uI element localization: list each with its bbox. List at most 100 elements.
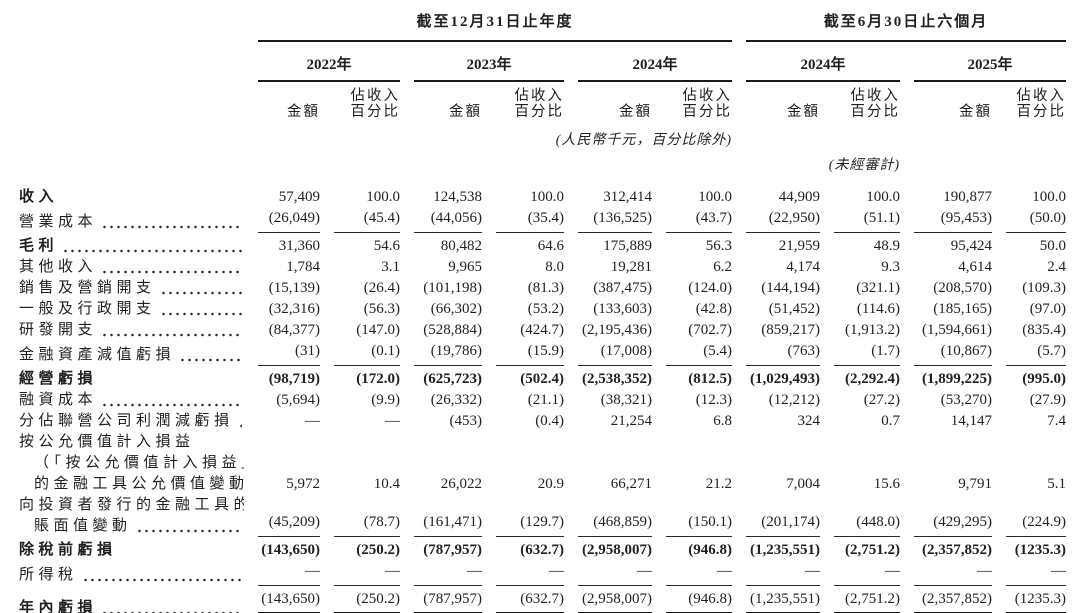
dot-leader <box>159 278 242 299</box>
row-label: 除稅前虧損 <box>14 537 244 561</box>
pct-header-line2: 百分比 <box>350 103 400 120</box>
amount-cell: (2,195,436) <box>582 322 652 338</box>
pct-header-line1: 佔收入 <box>350 88 400 104</box>
pct-header-line1: 佔收入 <box>850 88 901 104</box>
row-label-text: 毛利 <box>19 238 59 254</box>
percent-cell: (1.7) <box>834 341 901 366</box>
amount-cell: — <box>414 561 482 586</box>
amount-cell: 14,147 <box>950 413 993 429</box>
pct-header-line1: 佔收入 <box>1016 88 1067 104</box>
amount-cell: 44,909 <box>778 189 821 205</box>
amount-cell: (95,453) <box>914 208 993 233</box>
amount-cell: 324 <box>797 413 821 429</box>
percent-cell: 48.9 <box>873 238 901 254</box>
row-label-text: 融資成本 <box>19 392 98 408</box>
amount-cell: (387,475) <box>593 280 652 296</box>
pct-header-line2: 百分比 <box>514 103 564 120</box>
pct-header-line2: 百分比 <box>1016 103 1067 120</box>
currency-note: (人民幣千元，百分比除外) <box>555 133 733 148</box>
amount-cell: 21,254 <box>610 413 652 429</box>
table-row: 營業成本 (26,049) (45.4) (44,056) (35.4) (136,525… <box>14 208 1067 233</box>
column-header-percentage: 佔收入 百分比 <box>334 82 400 120</box>
amount-cell: (1,235,551) <box>746 586 821 613</box>
period-header-interim: 截至6月30日止六個月 <box>746 10 1067 42</box>
percent-cell: (97.0) <box>1029 301 1067 317</box>
row-label-text: 的金融工具公允價值變動 <box>34 476 244 492</box>
financial-table: 截至12月31日止年度 截至6月30日止六個月 2022年 2023年 2024… <box>0 10 1080 613</box>
row-label: 經營虧損 <box>14 366 244 390</box>
amount-cell: (12,212) <box>768 392 821 408</box>
pct-header-line1: 佔收入 <box>514 88 564 104</box>
row-label: 其他收入 <box>14 257 244 278</box>
unaudited-note-row: (未經審計) <box>14 149 1066 176</box>
column-header-amount: 金額 <box>287 103 320 120</box>
percent-cell: (43.7) <box>666 208 733 233</box>
amount-cell: — <box>914 561 993 586</box>
row-label-text: 經營虧損 <box>19 371 98 387</box>
amount-cell: (19,786) <box>414 341 482 366</box>
amount-cell: (133,603) <box>593 301 652 317</box>
percent-cell: — <box>834 561 901 586</box>
percent-cell: (35.4) <box>496 208 564 233</box>
column-header-percentage: 佔收入 百分比 <box>834 82 900 120</box>
amount-cell: — <box>305 413 320 429</box>
row-label-text: 一般及行政開支 <box>19 301 156 317</box>
amount-cell: (2,357,852) <box>914 586 993 613</box>
table-body: 收入 57,409 100.0 124,538 100.0 312,414 100.0 44,… <box>14 187 1067 613</box>
percent-cell: (424.7) <box>520 322 564 338</box>
percent-cell: (946.8) <box>688 542 733 558</box>
amount-cell: 312,414 <box>603 189 652 205</box>
table-row: 銷售及營銷開支 (15,139) (26.4) (101,198) (81.3) (387… <box>14 278 1066 299</box>
amount-cell: — <box>746 561 821 586</box>
amount-cell: (26,332) <box>430 392 482 408</box>
percent-cell: (172.0) <box>356 371 400 387</box>
row-label: 一般及行政開支 <box>14 299 244 320</box>
amount-cell: 31,360 <box>278 238 320 254</box>
percent-cell: 10.4 <box>373 476 400 492</box>
percent-cell: (5.7) <box>1006 341 1067 366</box>
row-label-text: 收入 <box>19 189 59 205</box>
dot-leader <box>159 299 242 320</box>
percent-cell: 100.0 <box>698 189 733 205</box>
column-header-amount: 金額 <box>787 103 821 120</box>
row-label: 向投資者發行的金融工具的 賬面值變動 <box>14 495 244 537</box>
amount-cell: 19,281 <box>610 259 652 275</box>
percent-cell: (995.0) <box>1022 371 1067 387</box>
amount-cell: (15,139) <box>268 280 320 296</box>
percent-cell: (2,751.2) <box>845 542 901 558</box>
amount-cell: (51,452) <box>768 301 821 317</box>
percent-cell: (0.1) <box>334 341 400 366</box>
row-label-text: 金融資產減值虧損 <box>19 347 176 363</box>
column-header-amount: 金額 <box>959 103 993 120</box>
amount-cell: (44,056) <box>414 208 482 233</box>
table-row: 所得稅 — — — — — — — — — — <box>14 561 1067 586</box>
amount-cell: (625,723) <box>423 371 482 387</box>
dot-leader <box>62 236 242 257</box>
table-row: 融資成本 (5,694) (9.9) (26,332) (21.1) (38,321) (1… <box>14 390 1066 411</box>
row-label-text: 分佔聯營公司利潤減虧損 <box>19 413 234 429</box>
percent-cell: (448.0) <box>834 495 901 537</box>
percent-cell: (124.0) <box>688 280 733 296</box>
amount-cell: — <box>578 561 652 586</box>
percent-cell: 6.2 <box>713 259 733 275</box>
amount-cell: (136,525) <box>578 208 652 233</box>
amount-cell: (2,357,852) <box>922 542 993 558</box>
table-row: 年內虧損 (143,650) (250.2) (787,957) (632.7) (2,9… <box>14 586 1067 613</box>
percent-cell: 2.4 <box>1047 259 1067 275</box>
amount-cell: (787,957) <box>414 586 482 613</box>
percent-cell: (9.9) <box>371 392 400 408</box>
percent-cell: (502.4) <box>520 371 564 387</box>
row-label-text: 除稅前虧損 <box>19 542 117 558</box>
percent-cell: 21.2 <box>705 476 733 492</box>
percent-cell: 100.0 <box>366 189 400 205</box>
table-header: 截至12月31日止年度 截至6月30日止六個月 2022年 2023年 2024… <box>14 10 1067 187</box>
pct-header-line2: 百分比 <box>682 103 733 120</box>
percent-cell: — <box>1006 561 1067 586</box>
amount-cell: 21,959 <box>778 238 821 254</box>
year-header-row: 2022年 2023年 2024年 2024年 2025年 <box>14 42 1067 82</box>
percent-cell: (2,751.2) <box>834 586 901 613</box>
row-label: 金融資產減值虧損 <box>14 341 244 366</box>
unaudited-note: (未經審計) <box>828 158 901 173</box>
amount-cell: 4,174 <box>786 259 821 275</box>
percent-cell: 50.0 <box>1039 238 1067 254</box>
